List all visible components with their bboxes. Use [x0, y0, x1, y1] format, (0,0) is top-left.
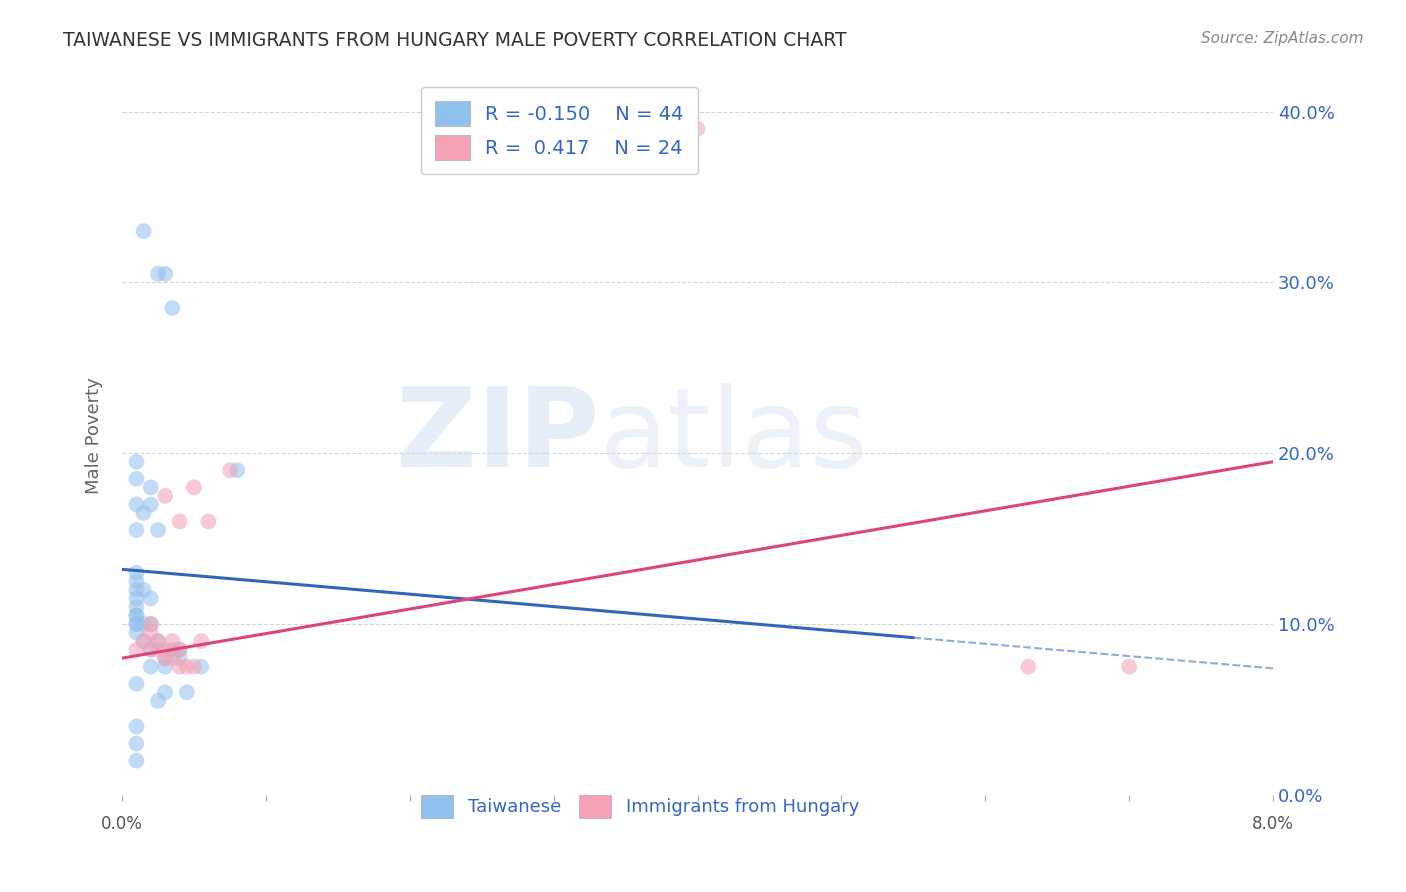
Point	[190, 659, 212, 673]
Point	[139, 480, 162, 494]
Point	[139, 659, 162, 673]
Point	[169, 642, 191, 657]
Point	[125, 574, 148, 589]
Point	[125, 625, 148, 640]
Text: ZIP: ZIP	[396, 383, 600, 490]
Point	[169, 651, 191, 665]
Point	[139, 642, 162, 657]
Legend: Taiwanese, Immigrants from Hungary: Taiwanese, Immigrants from Hungary	[413, 788, 866, 825]
Point	[155, 651, 177, 665]
Y-axis label: Male Poverty: Male Poverty	[86, 377, 103, 494]
Point	[169, 515, 191, 529]
Point	[139, 617, 162, 632]
Point	[139, 625, 162, 640]
Text: TAIWANESE VS IMMIGRANTS FROM HUNGARY MALE POVERTY CORRELATION CHART: TAIWANESE VS IMMIGRANTS FROM HUNGARY MAL…	[63, 31, 846, 50]
Point	[155, 642, 177, 657]
Point	[125, 642, 148, 657]
Point	[125, 617, 148, 632]
Point	[125, 523, 148, 537]
Point	[125, 719, 148, 733]
Point	[176, 685, 198, 699]
Point	[155, 651, 177, 665]
Point	[132, 582, 155, 597]
Point	[155, 659, 177, 673]
Text: 8.0%: 8.0%	[1253, 815, 1294, 833]
Point	[125, 599, 148, 614]
Point	[1118, 659, 1140, 673]
Point	[183, 659, 205, 673]
Point	[226, 463, 249, 477]
Point	[162, 634, 184, 648]
Point	[132, 634, 155, 648]
Point	[219, 463, 242, 477]
Text: 0.0%: 0.0%	[101, 815, 143, 833]
Text: Source: ZipAtlas.com: Source: ZipAtlas.com	[1201, 31, 1364, 46]
Point	[162, 642, 184, 657]
Point	[146, 523, 169, 537]
Point	[125, 608, 148, 623]
Point	[155, 267, 177, 281]
Point	[169, 659, 191, 673]
Point	[125, 591, 148, 606]
Point	[176, 659, 198, 673]
Point	[125, 566, 148, 580]
Point	[125, 617, 148, 632]
Point	[125, 472, 148, 486]
Point	[125, 677, 148, 691]
Text: atlas: atlas	[600, 383, 868, 490]
Point	[139, 617, 162, 632]
Point	[190, 634, 212, 648]
Point	[139, 591, 162, 606]
Point	[125, 455, 148, 469]
Point	[183, 480, 205, 494]
Point	[132, 506, 155, 520]
Point	[125, 582, 148, 597]
Point	[686, 121, 709, 136]
Point	[139, 497, 162, 511]
Point	[132, 617, 155, 632]
Point	[155, 489, 177, 503]
Point	[146, 634, 169, 648]
Point	[146, 634, 169, 648]
Point	[132, 634, 155, 648]
Point	[125, 497, 148, 511]
Point	[146, 267, 169, 281]
Point	[146, 694, 169, 708]
Point	[197, 515, 219, 529]
Point	[125, 608, 148, 623]
Point	[1017, 659, 1039, 673]
Point	[146, 642, 169, 657]
Point	[132, 224, 155, 238]
Point	[162, 301, 184, 315]
Point	[125, 737, 148, 751]
Point	[139, 642, 162, 657]
Point	[169, 642, 191, 657]
Point	[155, 685, 177, 699]
Point	[162, 651, 184, 665]
Point	[125, 754, 148, 768]
